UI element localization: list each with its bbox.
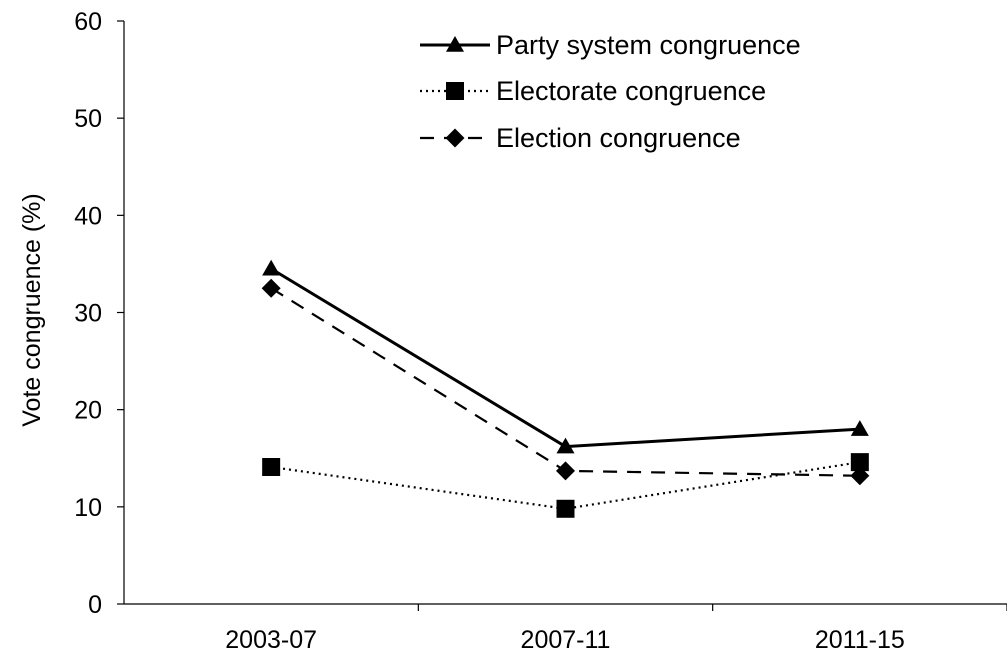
data-point bbox=[262, 259, 281, 276]
y-tick-label: 10 bbox=[74, 494, 102, 522]
legend-item: Election congruence bbox=[420, 123, 741, 153]
data-point bbox=[850, 466, 870, 486]
series-layer bbox=[261, 259, 870, 518]
y-tick-label: 60 bbox=[74, 8, 102, 36]
legend: Party system congruence Electorate congru… bbox=[420, 30, 801, 153]
legend-label: Election congruence bbox=[496, 123, 741, 153]
series-triangle bbox=[262, 259, 869, 454]
series-diamond bbox=[261, 278, 870, 486]
y-tick-label: 0 bbox=[88, 591, 102, 619]
x-tick-label: 2007-11 bbox=[521, 626, 611, 654]
data-point bbox=[262, 457, 281, 476]
legend-label: Electorate congruence bbox=[496, 76, 766, 106]
y-tick-label: 40 bbox=[74, 202, 102, 230]
data-point bbox=[850, 420, 869, 436]
x-tick-label: 2003-07 bbox=[225, 626, 317, 654]
data-point bbox=[556, 461, 575, 481]
legend-swatch-marker bbox=[446, 82, 464, 100]
y-tick-label: 30 bbox=[74, 300, 102, 328]
y-tick-label: 20 bbox=[74, 397, 102, 425]
x-tick-label: 2011-15 bbox=[815, 626, 905, 654]
data-point bbox=[850, 453, 869, 472]
y-axis-title: Vote congruence (%) bbox=[18, 193, 46, 426]
legend-swatch-marker bbox=[446, 36, 464, 52]
legend-label: Party system congruence bbox=[496, 30, 801, 60]
legend-item: Party system congruence bbox=[420, 30, 801, 60]
data-point bbox=[261, 278, 281, 298]
series-line bbox=[270, 267, 860, 449]
data-point bbox=[556, 499, 575, 518]
legend-swatch-marker bbox=[445, 128, 465, 148]
axes: 0 10 20 30 40 50 60 2003-07 2007-11 2011-15 bbox=[74, 8, 1007, 654]
series-square bbox=[262, 453, 869, 518]
y-tick-label: 50 bbox=[74, 105, 102, 133]
data-point bbox=[556, 437, 575, 454]
legend-item: Electorate congruence bbox=[420, 76, 766, 106]
